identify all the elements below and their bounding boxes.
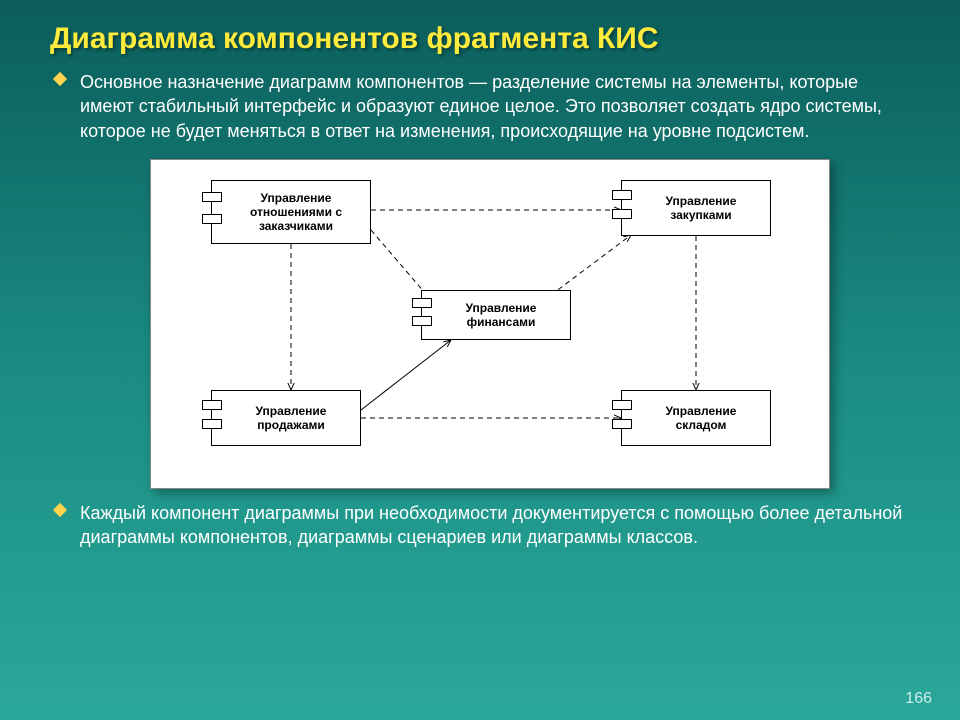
component-lug-icon — [612, 209, 632, 219]
bullet-bottom-text: Каждый компонент диаграммы при необходим… — [80, 501, 910, 550]
bullet-top-text: Основное назначение диаграмм компонентов… — [80, 70, 910, 143]
component-diagram: Управление отношениями с заказчиками Упра… — [150, 159, 830, 489]
component-lug-icon — [202, 192, 222, 202]
component-lug-icon — [612, 419, 632, 429]
edge-sales-finance — [361, 340, 451, 410]
slide-title: Диаграмма компонентов фрагмента КИС — [0, 0, 960, 66]
bullet-top: Основное назначение диаграмм компонентов… — [0, 66, 960, 151]
component-lug-icon — [412, 316, 432, 326]
component-customers: Управление отношениями с заказчиками — [211, 180, 371, 244]
component-lug-icon — [202, 400, 222, 410]
component-lug-icon — [612, 400, 632, 410]
component-lug-icon — [202, 419, 222, 429]
diamond-icon — [53, 503, 67, 517]
edge-finance-purch — [551, 235, 631, 295]
component-lug-icon — [202, 214, 222, 224]
component-finance: Управление финансами — [421, 290, 571, 340]
component-lug-icon — [412, 298, 432, 308]
component-warehouse: Управление складом — [621, 390, 771, 446]
component-sales: Управление продажами — [211, 390, 361, 446]
bullet-bottom: Каждый компонент диаграммы при необходим… — [0, 497, 960, 558]
page-number: 166 — [905, 690, 932, 708]
component-lug-icon — [612, 190, 632, 200]
diamond-icon — [53, 72, 67, 86]
component-purch: Управление закупками — [621, 180, 771, 236]
